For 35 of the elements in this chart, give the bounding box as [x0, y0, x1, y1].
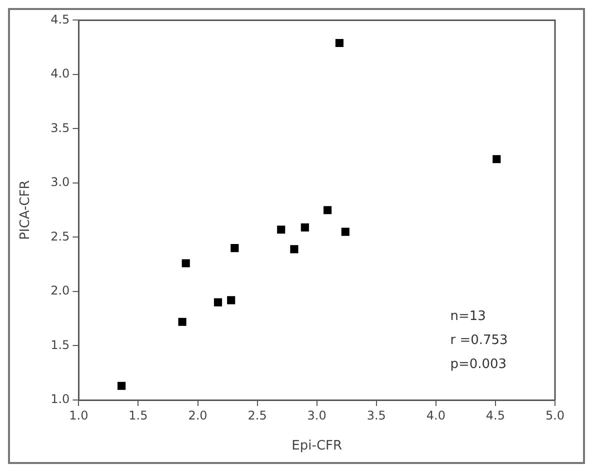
x-tick-label: 4.0: [426, 408, 446, 422]
y-axis-title: PICA-CFR: [18, 180, 34, 240]
x-tick-label: 3.5: [366, 408, 386, 422]
x-tick-label: 2.5: [248, 408, 267, 422]
point: [118, 382, 126, 390]
y-tick-label: 4.5: [50, 12, 70, 26]
annotation: r =0.753: [450, 332, 508, 348]
point: [178, 318, 186, 326]
x-tick-label: 1.0: [69, 408, 88, 422]
point: [290, 245, 298, 254]
point: [492, 155, 501, 164]
point: [300, 223, 309, 232]
y-tick-label: 3.5: [50, 120, 70, 135]
point: [341, 228, 350, 236]
x-tick-label: 3.0: [307, 408, 326, 422]
point: [227, 296, 236, 304]
annotation: n=13: [450, 308, 486, 324]
y-tick-label: 1.0: [50, 392, 70, 406]
x-tick-label: 1.5: [128, 408, 148, 422]
y-tick-label: 3.0: [50, 175, 70, 190]
x-tick-label: 2.0: [188, 408, 208, 422]
point: [182, 259, 190, 268]
point: [335, 38, 344, 48]
x-tick-label: 5.0: [545, 408, 565, 422]
point: [230, 244, 239, 252]
point: [324, 206, 332, 214]
y-tick-label: 1.5: [50, 338, 70, 352]
point: [214, 298, 222, 306]
y-tick-label: 2.0: [50, 284, 70, 298]
point: [277, 226, 286, 234]
annotation: p=0.003: [450, 356, 507, 372]
x-axis-title: Epi-CFR: [292, 438, 342, 454]
x-tick-label: 4.5: [486, 408, 506, 422]
y-tick-label: 2.5: [50, 229, 70, 244]
y-tick-label: 4.0: [50, 66, 70, 81]
